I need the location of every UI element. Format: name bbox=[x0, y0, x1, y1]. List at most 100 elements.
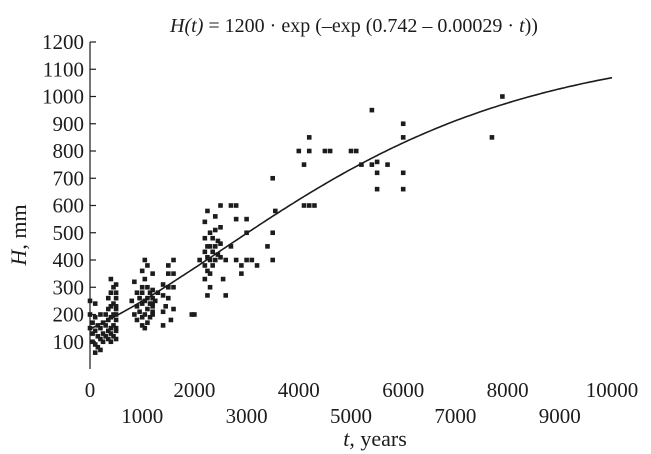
data-point bbox=[374, 159, 380, 165]
data-point bbox=[171, 306, 176, 312]
data-point bbox=[105, 295, 111, 301]
y-tick-label: 900 bbox=[53, 112, 85, 136]
data-point bbox=[400, 186, 406, 192]
data-point bbox=[155, 290, 161, 295]
data-point bbox=[139, 314, 145, 320]
data-point bbox=[108, 331, 114, 336]
data-point bbox=[137, 309, 142, 315]
data-point bbox=[171, 284, 176, 290]
data-point bbox=[150, 309, 155, 315]
data-point bbox=[113, 336, 119, 342]
x-tick-label: 6000 bbox=[382, 378, 424, 402]
data-point bbox=[348, 148, 354, 154]
data-point bbox=[147, 314, 153, 320]
data-point bbox=[145, 320, 150, 325]
data-point bbox=[233, 203, 239, 208]
y-tick-label: 500 bbox=[53, 221, 85, 245]
data-point bbox=[92, 328, 98, 334]
y-tick-label: 300 bbox=[53, 275, 85, 299]
data-point bbox=[160, 309, 166, 315]
data-point bbox=[134, 304, 140, 309]
data-point bbox=[359, 162, 364, 167]
data-point bbox=[218, 225, 223, 230]
data-point bbox=[212, 214, 218, 219]
data-point bbox=[113, 325, 119, 331]
data-point bbox=[103, 323, 108, 328]
data-point bbox=[87, 298, 93, 304]
data-point bbox=[189, 312, 195, 317]
data-point bbox=[142, 276, 148, 282]
data-point bbox=[265, 244, 270, 249]
data-point bbox=[87, 312, 93, 317]
data-point bbox=[160, 323, 166, 328]
data-point bbox=[223, 257, 229, 263]
data-point bbox=[212, 227, 218, 233]
data-point bbox=[385, 162, 390, 167]
data-point bbox=[150, 287, 155, 293]
data-point bbox=[139, 301, 145, 306]
data-point bbox=[103, 334, 108, 339]
data-point bbox=[142, 257, 148, 263]
x-tick-label: 0 bbox=[85, 378, 96, 402]
data-points bbox=[87, 94, 505, 355]
data-point bbox=[95, 344, 101, 350]
data-point bbox=[207, 257, 213, 263]
data-point bbox=[500, 94, 505, 99]
data-point bbox=[150, 271, 155, 276]
data-point bbox=[100, 331, 106, 336]
data-point bbox=[145, 284, 150, 290]
data-point bbox=[374, 170, 380, 176]
data-point bbox=[166, 295, 171, 301]
title-function: H(t) bbox=[169, 15, 204, 37]
data-point bbox=[139, 268, 145, 274]
data-point bbox=[205, 208, 210, 214]
data-point bbox=[270, 175, 275, 181]
data-point bbox=[400, 135, 406, 140]
y-axis-label: H, mm bbox=[6, 204, 31, 266]
data-point bbox=[489, 135, 495, 140]
data-point bbox=[150, 312, 155, 317]
data-point bbox=[207, 230, 213, 236]
data-point bbox=[218, 203, 223, 208]
title-variable: t bbox=[519, 15, 525, 37]
data-point bbox=[212, 257, 218, 263]
data-point bbox=[273, 208, 278, 214]
data-point bbox=[95, 334, 101, 339]
data-point bbox=[202, 249, 208, 255]
x-axis-ticks: 0 2000 4000 6000 8000 10000 1000 3000 5000 7000 90… bbox=[85, 378, 639, 428]
data-point bbox=[197, 257, 202, 263]
x-tick-label: 3000 bbox=[226, 404, 268, 428]
data-point bbox=[215, 252, 221, 257]
data-point bbox=[132, 279, 137, 285]
data-point bbox=[233, 257, 239, 263]
data-point bbox=[207, 244, 213, 249]
data-point bbox=[312, 203, 317, 208]
data-point bbox=[192, 312, 197, 317]
data-point bbox=[205, 244, 210, 249]
data-point bbox=[202, 263, 208, 268]
data-point bbox=[98, 325, 103, 331]
data-point bbox=[111, 284, 116, 290]
data-point bbox=[142, 312, 148, 317]
y-tick-label: 800 bbox=[53, 139, 85, 163]
x-tick-label: 9000 bbox=[539, 404, 581, 428]
x-tick-label: 5000 bbox=[330, 404, 372, 428]
data-point bbox=[207, 284, 213, 290]
data-point bbox=[108, 276, 114, 282]
data-point bbox=[142, 325, 148, 331]
data-point bbox=[228, 203, 234, 208]
data-point bbox=[139, 284, 145, 290]
data-point bbox=[98, 312, 103, 317]
data-point bbox=[105, 306, 111, 312]
data-point bbox=[100, 339, 106, 345]
data-point bbox=[142, 298, 148, 304]
data-point bbox=[108, 339, 114, 345]
x-tick-label: 1000 bbox=[121, 404, 163, 428]
data-point bbox=[166, 271, 171, 276]
data-point bbox=[400, 121, 406, 127]
data-point bbox=[108, 304, 114, 309]
y-tick-label: 400 bbox=[53, 248, 85, 272]
data-point bbox=[369, 107, 375, 113]
fit-curve bbox=[89, 76, 613, 330]
